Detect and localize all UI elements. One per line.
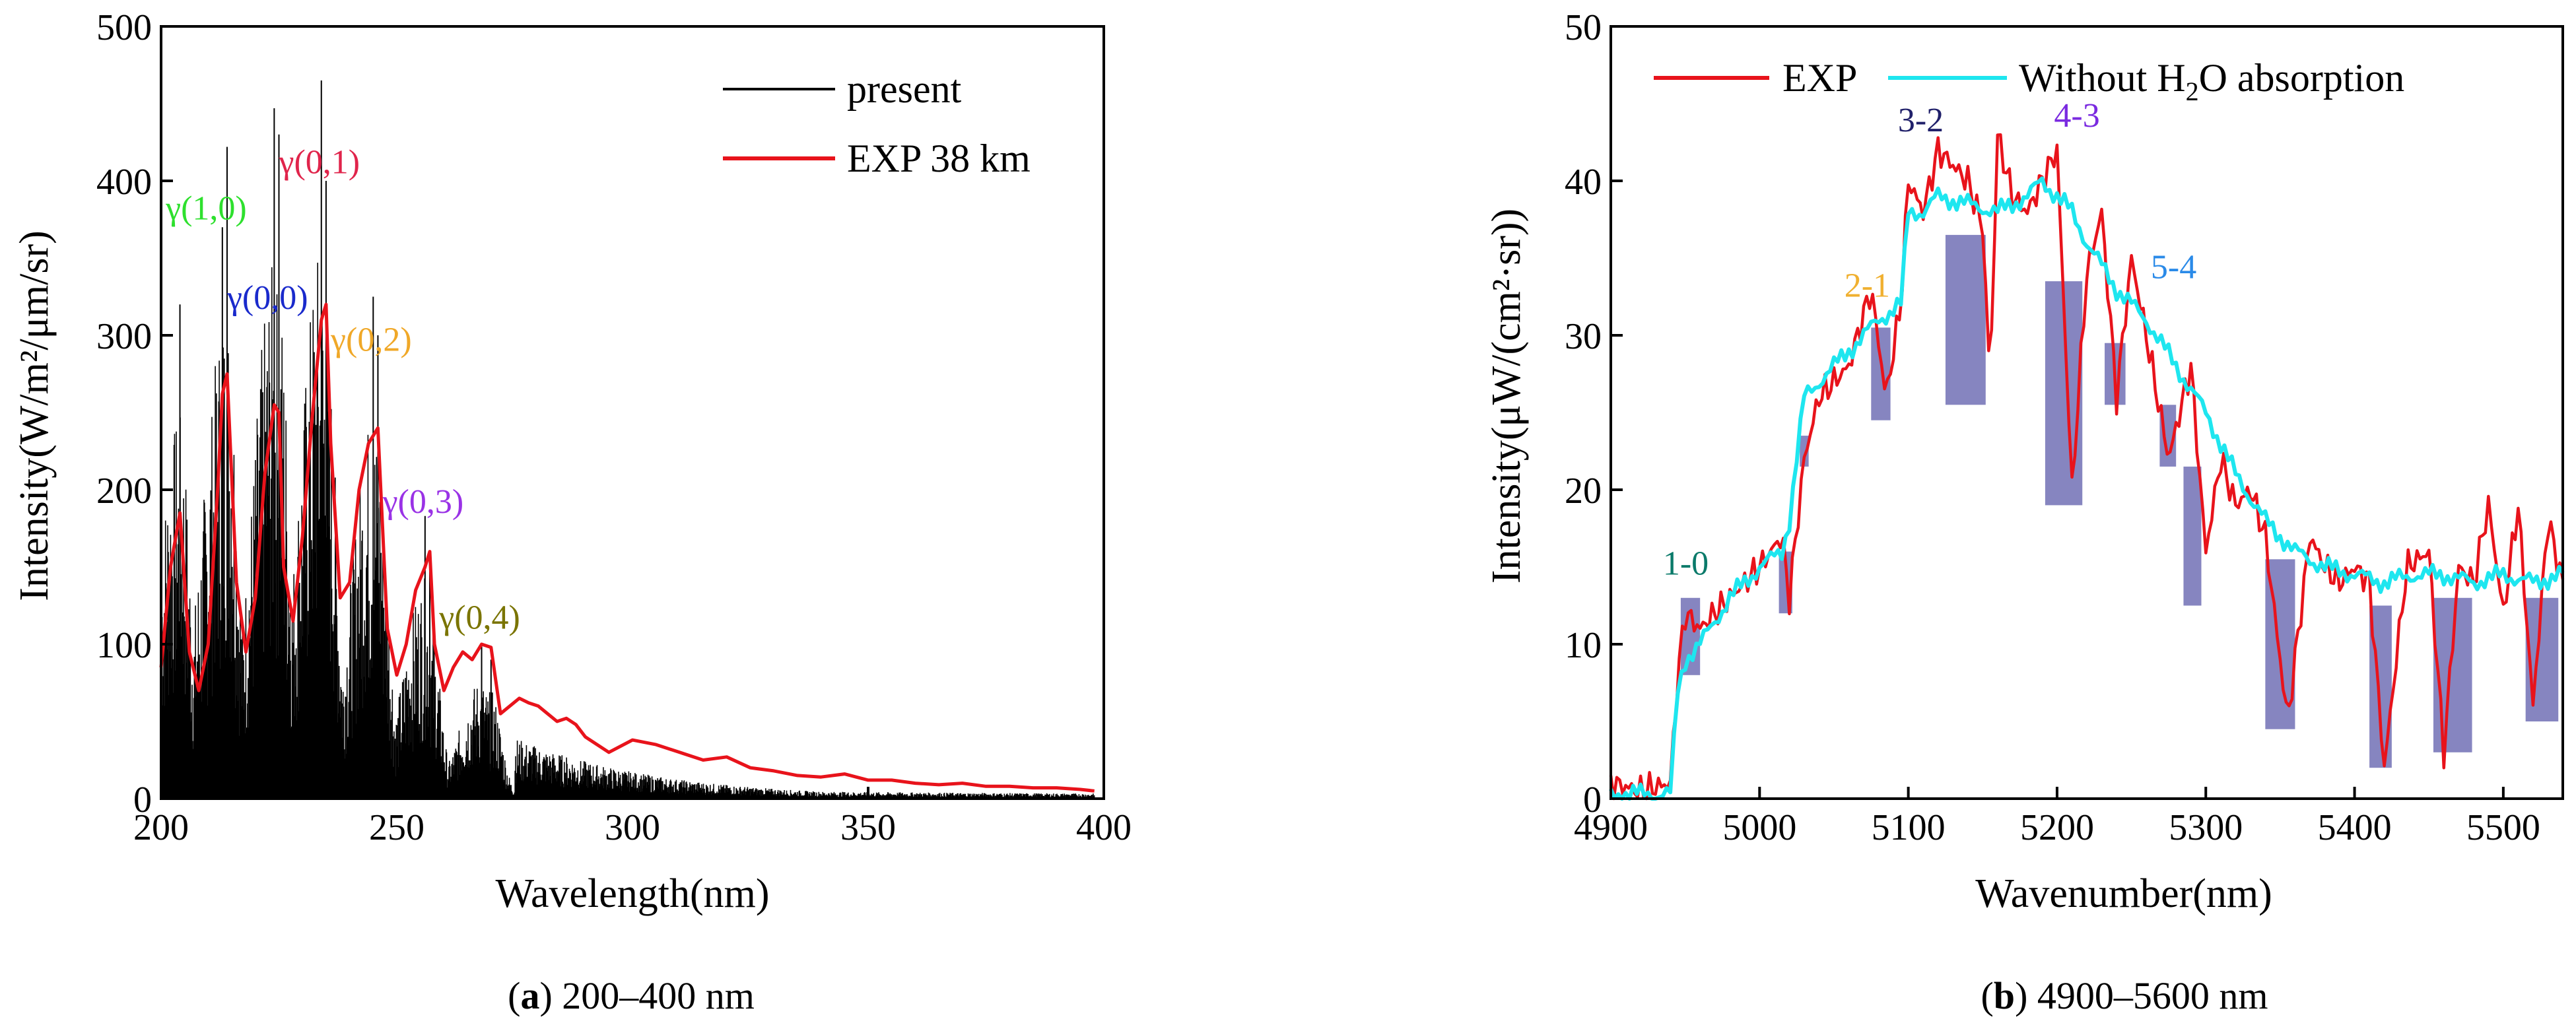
panel-b-x-tick-label: 5300 xyxy=(2169,807,2243,848)
legend-without-h2o-subscript: 2 xyxy=(2186,77,2199,106)
caption-a-text: 200–400 nm xyxy=(553,974,755,1017)
panel-b-x-tick-label: 5100 xyxy=(1872,807,1946,848)
panel-a-x-ticks: 200 250 300 350 400 xyxy=(133,787,1132,848)
caption-b-letter: b xyxy=(1994,974,2015,1017)
panel-a-annotation: γ(0,3) xyxy=(382,483,464,521)
legend-without-h2o-part1: Without H xyxy=(2019,56,2186,100)
panel-a-annotation: γ(0,2) xyxy=(330,321,412,358)
panel-a-x-axis-label: Wavelength(nm) xyxy=(495,871,769,916)
legend-exp-label: EXP xyxy=(1782,56,1857,100)
panel-b-y-tick-label: 50 xyxy=(1565,7,1602,48)
panel-a-y-tick-label: 100 xyxy=(96,625,152,666)
panel-a-y-tick-label: 300 xyxy=(96,316,152,357)
panel-b-x-axis-label: Wavenumber(nm) xyxy=(1975,871,2272,916)
legend-present-label: present xyxy=(847,67,962,111)
panel-b-annotations: 1-0 2-1 3-2 4-3 5-4 xyxy=(1663,97,2196,583)
legend-without-h2o-part2: O absorption xyxy=(2199,56,2405,100)
panel-b-y-tick-label: 10 xyxy=(1565,625,1602,666)
panel-b-y-tick-label: 30 xyxy=(1565,316,1602,357)
panel-b-x-tick-label: 5000 xyxy=(1722,807,1796,848)
panel-a-y-ticks: 0 100 200 300 400 500 xyxy=(96,7,173,820)
panel-a-annotation: γ(0,0) xyxy=(226,279,308,317)
panel-b-annotation: 1-0 xyxy=(1663,545,1709,583)
panel-b-y-tick-label: 20 xyxy=(1565,471,1602,512)
panel-b-x-tick-label: 5400 xyxy=(2318,807,2392,848)
absorption-band xyxy=(1945,234,1986,405)
exp-line xyxy=(1609,133,2565,801)
caption-b-text: 4900–5600 nm xyxy=(2027,974,2268,1017)
panel-b-y-tick-label: 40 xyxy=(1565,162,1602,203)
caption-b: (b) 4900–5600 nm xyxy=(1981,974,2268,1017)
panel-b-annotation: 4-3 xyxy=(2054,97,2099,135)
without-h2o-series xyxy=(1609,176,2565,801)
panel-a-y-tick-label: 0 xyxy=(133,780,152,820)
legend-without-h2o-label: Without H2O absorption xyxy=(2019,56,2404,106)
absorption-band-rects xyxy=(1680,234,2559,768)
panel-b-annotation: 3-2 xyxy=(1898,102,1944,139)
panel-b-y-ticks: 0 10 20 30 40 50 xyxy=(1565,7,1623,820)
panel-b-chart: 1-0 2-1 3-2 4-3 5-4 4900 5000 5100 5200 5300 5400… xyxy=(1484,7,2565,1017)
exp-series xyxy=(1609,133,2565,801)
exp-38km-series xyxy=(159,302,1095,793)
panel-a-x-tick-label: 300 xyxy=(605,807,660,848)
panel-a-annotation: γ(0,1) xyxy=(279,143,360,181)
absorption-band xyxy=(1800,436,1809,467)
present-spectrum-series xyxy=(160,80,1095,799)
caption-a: (a) 200–400 nm xyxy=(508,974,755,1017)
panel-b-annotation: 5-4 xyxy=(2151,248,2196,286)
panel-a-annotation: γ(0,4) xyxy=(438,599,520,637)
panel-a-x-tick-label: 250 xyxy=(369,807,424,848)
panel-b-x-tick-label: 5500 xyxy=(2466,807,2540,848)
panel-a-x-tick-label: 350 xyxy=(840,807,896,848)
panel-a-chart: γ(1,0) γ(0,1) γ(0,0) γ(0,2) γ(0,3) γ(0,4) 200… xyxy=(12,7,1132,1017)
panel-b-y-axis-label: Intensity(μW/(cm²·sr)) xyxy=(1484,209,1529,583)
panel-b-x-tick-label: 5200 xyxy=(2020,807,2094,848)
panel-b-annotation: 2-1 xyxy=(1845,267,1890,305)
panel-b-legend: EXP Without H2O absorption xyxy=(1654,56,2404,106)
panel-a-y-axis-label: Intensity(W/m²/μm/sr) xyxy=(12,230,57,601)
panel-b-x-tick-label: 4900 xyxy=(1574,807,1648,848)
panel-a-y-tick-label: 200 xyxy=(96,471,152,512)
panel-b-y-tick-label: 0 xyxy=(1583,780,1602,820)
panel-a-annotation: γ(1,0) xyxy=(165,190,247,228)
caption-a-letter: a xyxy=(520,974,539,1017)
panel-a-y-tick-label: 500 xyxy=(96,7,152,48)
panel-b-x-ticks: 4900 5000 5100 5200 5300 5400 5500 xyxy=(1574,787,2540,848)
without-h2o-line xyxy=(1609,176,2565,801)
exp-38km-line xyxy=(159,302,1095,793)
absorption-band xyxy=(2183,466,2202,606)
legend-exp-38km-label: EXP 38 km xyxy=(847,137,1031,180)
panel-b-plot-frame xyxy=(1610,25,2564,800)
panel-a-x-tick-label: 200 xyxy=(133,807,189,848)
absorption-band xyxy=(1871,327,1891,420)
panel-a-legend: present EXP 38 km xyxy=(723,67,1031,180)
panel-a-y-tick-label: 400 xyxy=(96,162,152,203)
panel-a-annotations: γ(1,0) γ(0,1) γ(0,0) γ(0,2) γ(0,3) γ(0,4) xyxy=(165,143,520,636)
panel-a-x-tick-label: 400 xyxy=(1076,807,1132,848)
